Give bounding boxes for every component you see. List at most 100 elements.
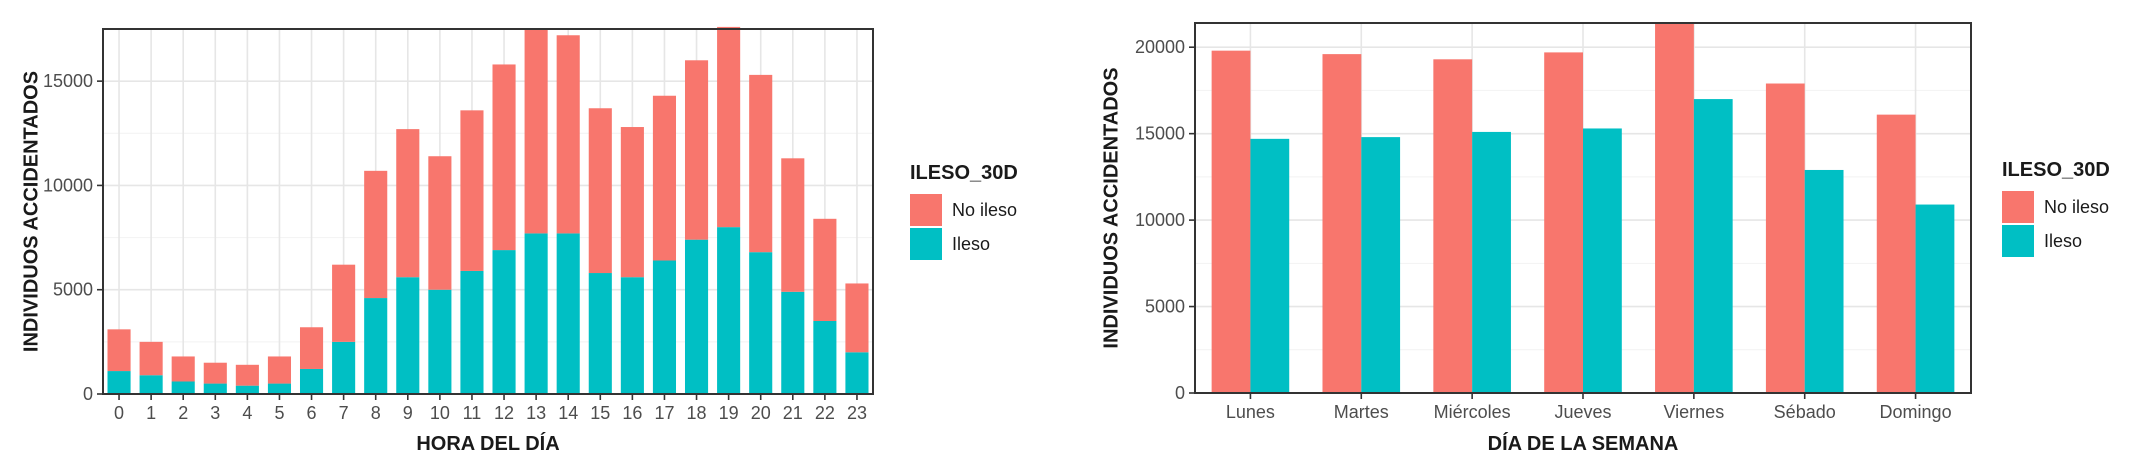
bar-ileso-13 [524, 233, 548, 394]
x-tick-label: 12 [494, 403, 514, 423]
bar-ileso-miercoles [1472, 131, 1511, 393]
bar-ileso-15 [588, 273, 612, 394]
bar-no-ileso-1 [139, 341, 163, 376]
bar-ileso-7 [332, 341, 356, 394]
x-tick-label: 5 [274, 403, 284, 423]
bar-no-ileso-7 [332, 264, 356, 342]
x-tick-label: 8 [371, 403, 381, 423]
bar-no-ileso-viernes [1655, 23, 1694, 393]
bar-ileso-sebado [1804, 169, 1844, 393]
x-tick-label: 13 [526, 403, 546, 423]
x-tick-label: 15 [590, 403, 610, 423]
bar-ileso-viernes [1693, 99, 1733, 393]
y-tick-label: 10000 [43, 175, 93, 195]
bar-no-ileso-miercoles [1433, 59, 1473, 393]
x-tick-label: 20 [751, 403, 771, 423]
y-tick-label: 15000 [1135, 124, 1185, 144]
legend: ILESO_30D No ileso Ileso [910, 162, 1018, 260]
bar-no-ileso-14 [556, 35, 580, 234]
legend-key-no-ileso [2002, 191, 2034, 223]
bar-ileso-18 [684, 239, 709, 394]
bar-ileso-lunes [1250, 138, 1290, 393]
bar-ileso-10 [428, 289, 452, 394]
bar-ileso-21 [781, 291, 805, 394]
bar-no-ileso-13 [524, 29, 548, 234]
bar-no-ileso-lunes [1211, 50, 1251, 394]
legend-key-no-ileso [910, 194, 942, 226]
x-tick-label: Domingo [1880, 402, 1952, 422]
y-axis-title: INDIVIDUOS ACCIDENTADOS [1100, 67, 1122, 348]
bar-no-ileso-5 [267, 356, 292, 384]
x-tick-label: 9 [403, 403, 413, 423]
legend-key-ileso [910, 228, 942, 260]
bar-ileso-19 [717, 227, 741, 394]
y-tick-label: 10000 [1135, 210, 1185, 230]
legend-key-ileso [2002, 225, 2034, 257]
y-tick-label: 5000 [1145, 297, 1185, 317]
y-tick-label: 5000 [53, 280, 93, 300]
bar-no-ileso-23 [845, 283, 869, 353]
x-tick-label: 21 [783, 403, 803, 423]
x-tick-label: 4 [242, 403, 252, 423]
bar-no-ileso-3 [203, 362, 227, 384]
x-tick-label: Jueves [1554, 402, 1611, 422]
bars [1211, 23, 1955, 394]
bar-ileso-23 [845, 352, 869, 394]
x-tick-label: 14 [558, 403, 578, 423]
x-tick-label: 1 [146, 403, 156, 423]
chart-day-of-week: 0 5000 10000 15000 20000 Lunes Martes Miércole… [1100, 22, 2110, 455]
plot-panel-border [102, 28, 874, 395]
x-tick-label: 22 [815, 403, 835, 423]
x-tick-label: Martes [1334, 402, 1389, 422]
x-tick-label: 19 [719, 403, 739, 423]
bar-ileso-2 [171, 381, 195, 394]
x-axis-ticks: Lunes Martes Miércoles Jueves Viernes Sébado D… [1226, 393, 1952, 422]
x-tick-label: 23 [847, 403, 867, 423]
y-tick-label: 0 [1175, 383, 1185, 403]
x-tick-label: 6 [307, 403, 317, 423]
bar-no-ileso-10 [428, 156, 452, 290]
bar-no-ileso-18 [684, 60, 709, 240]
x-tick-label: 10 [430, 403, 450, 423]
x-axis-ticks: 0 1 2 3 4 5 6 7 8 9 10 11 12 13 14 15 16 17 18 19 20 21 22 23 [114, 394, 867, 423]
bar-ileso-jueves [1583, 128, 1622, 393]
legend-label-ileso: Ileso [952, 234, 990, 254]
bar-ileso-4 [235, 385, 259, 394]
legend-title: ILESO_30D [910, 162, 1018, 184]
bar-no-ileso-20 [749, 74, 773, 253]
legend: ILESO_30D No ileso Ileso [2002, 159, 2110, 257]
bar-no-ileso-8 [364, 170, 388, 299]
bar-ileso-14 [556, 233, 580, 394]
y-tick-label: 20000 [1135, 37, 1185, 57]
bar-no-ileso-sebado [1765, 83, 1805, 394]
bar-ileso-20 [749, 252, 773, 394]
bar-no-ileso-6 [299, 327, 324, 369]
bar-ileso-12 [492, 250, 516, 394]
bar-ileso-1 [139, 375, 163, 394]
bar-no-ileso-2 [171, 356, 195, 382]
bar-ileso-11 [460, 270, 484, 394]
bar-no-ileso-9 [396, 129, 420, 278]
bar-no-ileso-16 [620, 127, 644, 278]
bar-ileso-0 [107, 371, 131, 394]
bar-no-ileso-4 [235, 364, 259, 386]
x-tick-label: Viernes [1663, 402, 1724, 422]
bars [107, 26, 869, 394]
y-axis-ticks: 0 5000 10000 15000 20000 [1135, 37, 1195, 403]
bar-no-ileso-17 [652, 95, 677, 261]
x-tick-label: 18 [687, 403, 707, 423]
bar-ileso-22 [813, 321, 837, 394]
bar-no-ileso-15 [588, 108, 612, 274]
bar-ileso-5 [267, 383, 292, 394]
x-tick-label: 3 [210, 403, 220, 423]
bar-no-ileso-domingo [1876, 114, 1916, 394]
x-tick-label: 2 [178, 403, 188, 423]
bar-no-ileso-22 [813, 218, 837, 321]
bar-ileso-martes [1361, 137, 1401, 393]
bar-ileso-domingo [1915, 204, 1955, 393]
x-axis-title: DÍA DE LA SEMANA [1488, 432, 1679, 455]
bar-ileso-17 [652, 260, 677, 394]
bar-no-ileso-martes [1322, 54, 1362, 394]
